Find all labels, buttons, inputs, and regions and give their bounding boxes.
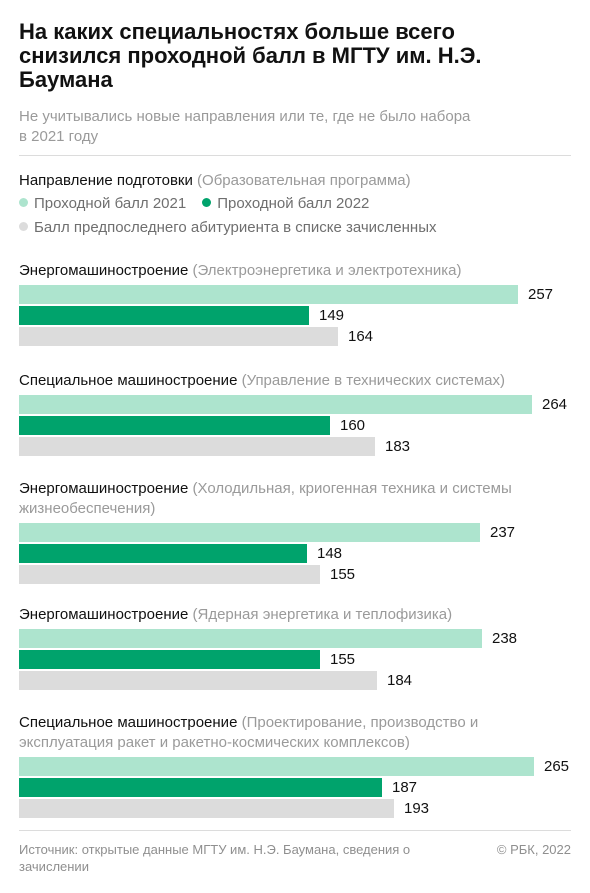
bar	[19, 629, 482, 648]
bar	[19, 437, 375, 456]
bar	[19, 544, 307, 563]
legend-header: Направление подготовки (Образовательная …	[19, 171, 411, 191]
legend-dot-2021	[19, 198, 28, 207]
bar-value-label: 238	[492, 630, 518, 647]
source-note: Источник: открытые данные МГТУ им. Н.Э. …	[19, 842, 411, 874]
legend-program-label: (Образовательная программа)	[197, 172, 411, 189]
bar-value-label: 164	[348, 328, 374, 345]
category-direction: Специальное машиностроение	[19, 714, 238, 731]
bar-value-label: 265	[544, 758, 570, 775]
legend-label-penultimate: Балл предпоследнего абитуриента в списке…	[34, 219, 437, 236]
bar-value-label: 183	[385, 438, 411, 455]
legend-label-2021: Проходной балл 2021	[34, 195, 187, 212]
category-direction: Специальное машиностроение	[19, 372, 238, 389]
category-program: (Проектирование, производство и эксплуат…	[19, 714, 479, 751]
category-program: (Холодильная, криогенная техника и систе…	[19, 480, 512, 517]
bar	[19, 523, 480, 542]
bottom-divider	[19, 830, 571, 831]
category-label: Энергомашиностроение (Холодильная, криог…	[19, 479, 559, 519]
category-program: (Электроэнергетика и электротехника)	[188, 262, 462, 279]
bar	[19, 671, 377, 690]
chart-subtitle: Не учитывались новые направления или те,…	[19, 108, 471, 145]
bar	[19, 416, 330, 435]
copyright: © РБК, 2022	[496, 842, 571, 857]
category-program: (Ядерная энергетика и теплофизика)	[188, 606, 453, 623]
bar-value-label: 184	[387, 672, 413, 689]
chart-title: На каких специальностях больше всего сни…	[19, 19, 482, 92]
category-label: Энергомашиностроение (Электроэнергетика …	[19, 261, 559, 281]
bar	[19, 565, 320, 584]
bar-value-label: 187	[392, 779, 418, 796]
bar-value-label: 264	[542, 396, 568, 413]
bar-value-label: 148	[317, 545, 343, 562]
bar	[19, 285, 518, 304]
bar-value-label: 237	[490, 524, 516, 541]
category-direction: Энергомашиностроение	[19, 262, 189, 279]
top-divider	[19, 155, 571, 156]
bar	[19, 799, 394, 818]
bar-value-label: 155	[330, 651, 356, 668]
legend-dot-2022	[202, 198, 212, 207]
legend-row-2: Балл предпоследнего абитуриента в списке…	[19, 218, 437, 238]
legend-dot-penultimate	[19, 222, 28, 231]
bar	[19, 395, 532, 414]
category-program: (Управление в технических системах)	[237, 372, 505, 389]
bar	[19, 778, 382, 797]
category-direction: Энергомашиностроение	[19, 480, 189, 497]
legend-direction-label: Направление подготовки	[19, 172, 193, 189]
bar-value-label: 257	[528, 286, 554, 303]
legend-row-1: Проходной балл 2021 Проходной балл 2022	[19, 194, 369, 214]
bar-value-label: 193	[404, 800, 430, 817]
bar	[19, 327, 338, 346]
bar	[19, 650, 320, 669]
bar	[19, 757, 534, 776]
bar-value-label: 155	[330, 566, 356, 583]
category-label: Специальное машиностроение (Управление в…	[19, 371, 559, 391]
category-label: Энергомашиностроение (Ядерная энергетика…	[19, 605, 559, 625]
bar	[19, 306, 309, 325]
bar-value-label: 149	[319, 307, 345, 324]
bar-value-label: 160	[340, 417, 366, 434]
category-direction: Энергомашиностроение	[19, 606, 189, 623]
legend-label-2022: Проходной балл 2022	[217, 195, 370, 212]
category-label: Специальное машиностроение (Проектирован…	[19, 713, 559, 753]
